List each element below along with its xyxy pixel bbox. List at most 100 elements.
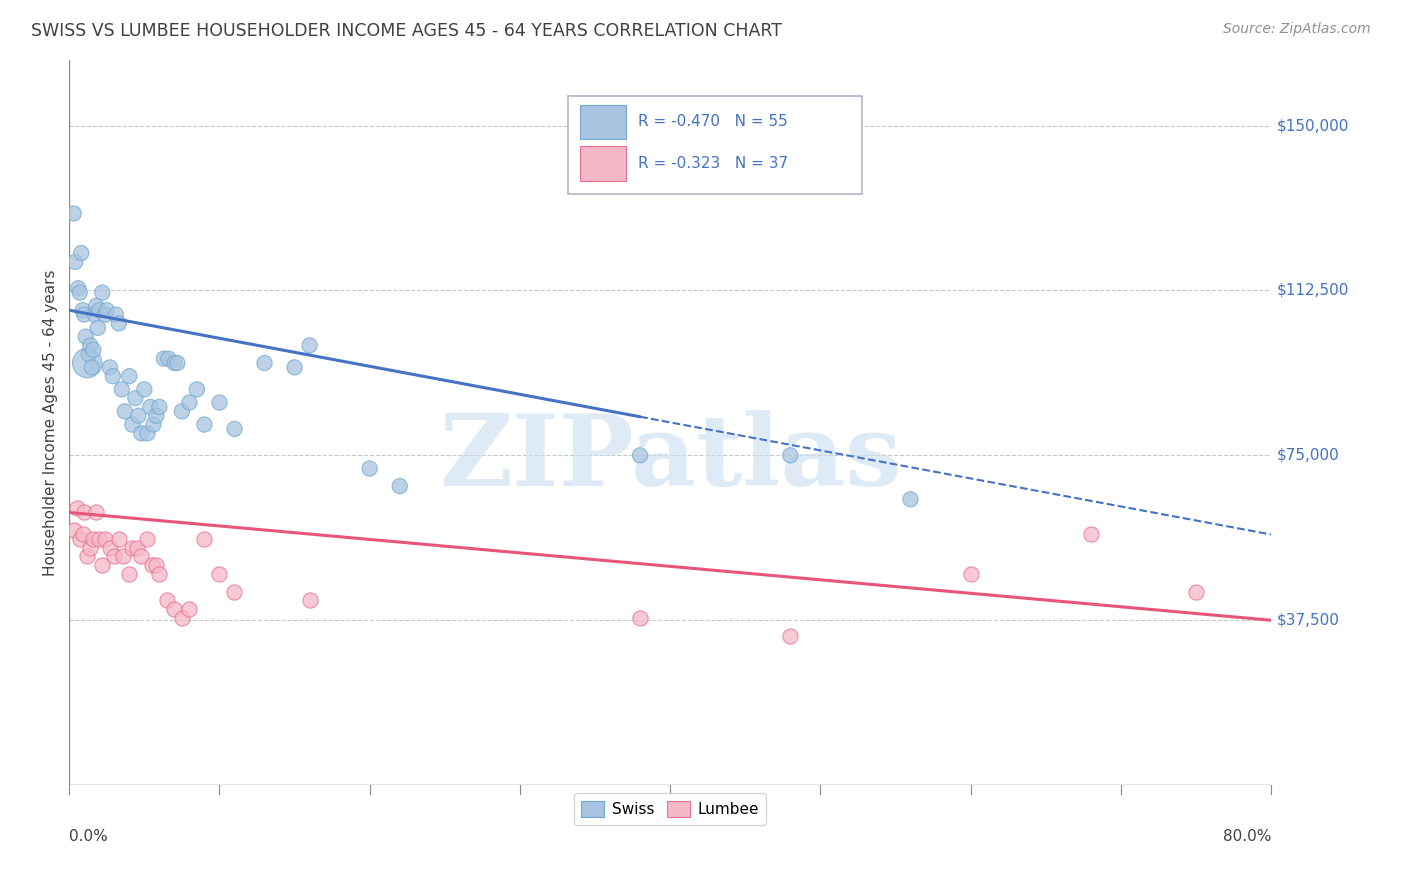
Point	[145, 558, 167, 573]
Point	[118, 567, 141, 582]
Point	[208, 395, 231, 409]
Point	[141, 558, 163, 573]
Point	[125, 541, 148, 555]
Point	[148, 567, 170, 582]
Point	[163, 356, 186, 370]
Text: $75,000: $75,000	[1277, 448, 1340, 463]
Point	[121, 417, 143, 432]
Point	[94, 532, 117, 546]
Point	[959, 567, 981, 582]
Point	[298, 593, 321, 607]
Text: R = -0.323   N = 37: R = -0.323 N = 37	[638, 156, 787, 171]
Point	[148, 400, 170, 414]
Point	[103, 549, 125, 564]
Point	[82, 532, 104, 546]
Point	[131, 426, 153, 441]
Point	[62, 523, 84, 537]
Point	[82, 343, 104, 357]
Point	[193, 532, 215, 546]
Point	[127, 409, 149, 423]
Text: 0.0%: 0.0%	[69, 829, 108, 844]
Text: $112,500: $112,500	[1277, 283, 1350, 298]
FancyBboxPatch shape	[581, 146, 626, 181]
Point	[121, 541, 143, 555]
Legend: Swiss, Lumbee: Swiss, Lumbee	[574, 793, 766, 824]
Point	[388, 479, 411, 493]
Point	[107, 532, 129, 546]
Point	[112, 549, 135, 564]
Point	[107, 317, 129, 331]
Point	[166, 356, 188, 370]
Point	[139, 400, 162, 414]
Point	[163, 602, 186, 616]
Point	[1185, 584, 1208, 599]
Point	[779, 629, 801, 643]
Point	[253, 356, 276, 370]
Point	[94, 308, 117, 322]
Point	[136, 426, 159, 441]
Point	[359, 461, 381, 475]
Text: Source: ZipAtlas.com: Source: ZipAtlas.com	[1223, 22, 1371, 37]
Point	[104, 308, 127, 322]
Point	[84, 299, 107, 313]
Point	[76, 356, 98, 370]
Point	[69, 532, 91, 546]
Point	[779, 448, 801, 462]
Point	[900, 492, 922, 507]
Point	[111, 383, 134, 397]
Point	[136, 532, 159, 546]
Point	[179, 602, 201, 616]
Point	[98, 541, 121, 555]
FancyBboxPatch shape	[568, 95, 862, 194]
Text: 80.0%: 80.0%	[1223, 829, 1271, 844]
Point	[91, 558, 114, 573]
Point	[73, 506, 96, 520]
Point	[124, 391, 146, 405]
Point	[145, 409, 167, 423]
Point	[208, 567, 231, 582]
Point	[62, 206, 84, 220]
Point	[298, 338, 321, 352]
Point	[224, 584, 246, 599]
Point	[80, 360, 103, 375]
Point	[79, 541, 101, 555]
Point	[98, 360, 121, 375]
Point	[66, 501, 89, 516]
Point	[72, 527, 94, 541]
Point	[153, 351, 176, 366]
Point	[1080, 527, 1102, 541]
Text: $37,500: $37,500	[1277, 613, 1340, 628]
Point	[628, 611, 651, 625]
Point	[89, 532, 111, 546]
Point	[156, 593, 179, 607]
Point	[224, 422, 246, 436]
Point	[79, 338, 101, 352]
Point	[65, 255, 87, 269]
Text: R = -0.470   N = 55: R = -0.470 N = 55	[638, 114, 787, 129]
Point	[193, 417, 215, 432]
Point	[70, 246, 93, 260]
Point	[84, 506, 107, 520]
Y-axis label: Householder Income Ages 45 - 64 years: Householder Income Ages 45 - 64 years	[44, 269, 58, 575]
Point	[131, 549, 153, 564]
Point	[186, 383, 208, 397]
Point	[101, 369, 124, 384]
Point	[628, 448, 651, 462]
Point	[69, 285, 91, 300]
Text: SWISS VS LUMBEE HOUSEHOLDER INCOME AGES 45 - 64 YEARS CORRELATION CHART: SWISS VS LUMBEE HOUSEHOLDER INCOME AGES …	[31, 22, 782, 40]
Point	[96, 303, 118, 318]
Point	[72, 303, 94, 318]
Point	[118, 369, 141, 384]
Point	[284, 360, 307, 375]
FancyBboxPatch shape	[581, 104, 626, 139]
Point	[77, 347, 100, 361]
Point	[89, 303, 111, 318]
Point	[87, 321, 110, 335]
Point	[170, 611, 193, 625]
Text: $150,000: $150,000	[1277, 118, 1350, 133]
Point	[76, 549, 98, 564]
Point	[157, 351, 180, 366]
Point	[67, 281, 90, 295]
Point	[170, 404, 193, 418]
Point	[142, 417, 165, 432]
